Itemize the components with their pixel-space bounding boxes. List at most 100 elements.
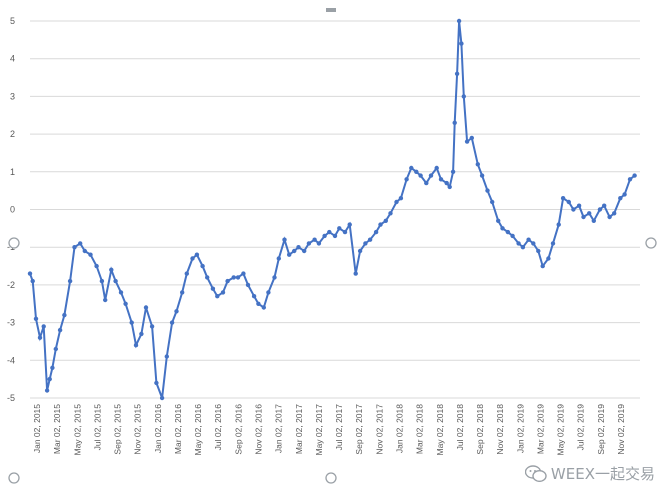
data-point xyxy=(200,263,205,269)
data-point xyxy=(109,267,114,272)
data-point xyxy=(225,278,230,284)
data-point xyxy=(581,214,586,220)
data-point xyxy=(231,275,236,280)
data-point xyxy=(78,241,83,246)
x-tick-label: Nov 02, 2019 xyxy=(616,404,626,455)
data-point xyxy=(490,199,495,205)
x-tick-label: Nov 02, 2015 xyxy=(133,404,143,455)
data-point xyxy=(164,354,169,359)
data-point xyxy=(536,248,541,254)
data-point xyxy=(245,282,251,288)
data-point xyxy=(287,252,292,257)
grid-lines xyxy=(30,20,640,399)
data-point xyxy=(347,222,352,227)
data-point xyxy=(357,248,363,254)
data-point xyxy=(627,177,633,182)
data-point xyxy=(82,248,88,254)
y-tick-label: -5 xyxy=(7,393,15,403)
data-point xyxy=(622,192,627,197)
data-point xyxy=(444,180,449,186)
data-point xyxy=(27,271,33,276)
data-point xyxy=(479,173,485,178)
data-point xyxy=(418,173,423,178)
data-point xyxy=(450,169,456,174)
data-point xyxy=(184,271,189,276)
x-tick-label: Jul 02, 2016 xyxy=(213,404,223,451)
x-tick-label: May 02, 2017 xyxy=(314,404,324,456)
x-tick-label: Jan 02, 2019 xyxy=(515,404,525,453)
x-tick-label: Jul 02, 2019 xyxy=(576,404,586,451)
data-point xyxy=(282,237,287,242)
data-point xyxy=(72,245,77,250)
data-point xyxy=(526,237,531,242)
data-point xyxy=(241,271,246,276)
data-point xyxy=(129,320,134,325)
data-point xyxy=(404,177,409,182)
data-point xyxy=(306,241,312,246)
watermark-text: WEEX一起交易 xyxy=(550,465,655,483)
data-point xyxy=(464,139,470,144)
y-tick-label: 1 xyxy=(10,167,15,177)
data-point xyxy=(316,241,322,246)
x-tick-label: Sep 02, 2016 xyxy=(233,404,243,455)
data-point xyxy=(312,237,317,242)
x-tick-label: Mar 02, 2018 xyxy=(415,404,425,454)
data-point xyxy=(53,346,58,352)
data-point xyxy=(235,275,241,280)
data-point xyxy=(342,229,348,235)
data-point xyxy=(133,343,139,348)
data-point xyxy=(461,94,466,99)
x-tick-label: Mar 02, 2016 xyxy=(173,404,183,454)
y-tick-label: 3 xyxy=(10,91,15,101)
data-point xyxy=(428,173,434,178)
data-point xyxy=(459,41,464,46)
x-tick-label: Mar 02, 2019 xyxy=(535,404,545,454)
data-point xyxy=(143,305,149,310)
x-tick-label: Sep 02, 2015 xyxy=(113,404,123,455)
data-point xyxy=(57,327,63,333)
y-tick-label: 5 xyxy=(10,16,15,26)
data-point xyxy=(215,294,220,299)
data-point xyxy=(139,331,144,337)
data-point xyxy=(103,297,108,303)
data-point xyxy=(546,256,551,261)
data-point xyxy=(618,196,623,201)
x-tick-label: Sep 02, 2018 xyxy=(475,404,485,455)
data-point xyxy=(632,173,637,178)
data-point xyxy=(37,335,43,340)
data-point xyxy=(510,233,515,239)
data-point xyxy=(276,256,281,261)
y-tick-label: 4 xyxy=(10,54,15,64)
y-tick-label: -4 xyxy=(7,355,15,365)
data-point xyxy=(388,211,393,216)
x-tick-label: Jan 02, 2018 xyxy=(394,404,404,453)
data-point xyxy=(169,320,175,325)
data-point xyxy=(378,222,383,227)
data-point xyxy=(520,245,526,250)
data-point xyxy=(123,301,128,306)
data-point xyxy=(456,18,462,24)
data-point xyxy=(591,218,596,223)
data-point xyxy=(469,135,474,141)
data-point xyxy=(33,316,39,321)
x-tick-label: Nov 02, 2016 xyxy=(254,404,264,455)
data-point xyxy=(414,169,419,174)
data-point xyxy=(118,290,124,295)
data-point xyxy=(154,380,159,386)
y-tick-label: -2 xyxy=(7,280,15,290)
x-tick-label: May 02, 2015 xyxy=(72,404,82,456)
data-point xyxy=(220,290,226,295)
data-point xyxy=(438,177,444,182)
data-point xyxy=(322,233,327,239)
y-tick-label: -3 xyxy=(7,318,15,328)
data-point xyxy=(353,271,358,276)
data-point xyxy=(452,120,457,126)
data-point xyxy=(540,263,545,269)
data-point xyxy=(174,309,179,314)
data-point xyxy=(190,256,195,261)
data-point xyxy=(88,252,93,257)
data-points xyxy=(27,18,637,401)
data-point xyxy=(327,229,332,235)
